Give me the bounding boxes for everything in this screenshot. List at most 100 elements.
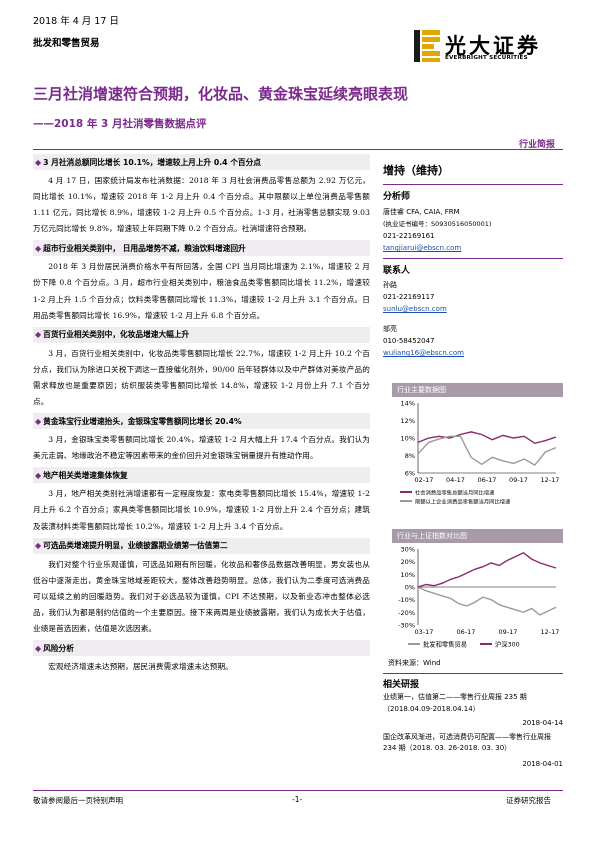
- section-7: ◆ 风险分析 宏观经济增速未达预期，居民消费需求增速未达预期。: [33, 640, 370, 675]
- section-body: 4 月 17 日，国家统计局发布社消数据：2018 年 3 月社会消费品零售总额…: [33, 176, 370, 234]
- industry-data-chart: 行业主要数据图 14% 12% 10% 8% 6% 02-17 04-17 06-17 09-1…: [392, 383, 563, 517]
- series-line: [417, 586, 557, 616]
- chart-title: 行业主要数据图: [392, 383, 563, 397]
- report-date: 2018 年 4 月 17 日: [33, 16, 119, 27]
- section-heading: ◆ 风险分析: [33, 640, 370, 657]
- legend-label: 沪深300: [495, 639, 520, 648]
- section-body: 我们对整个行业乐观谨慎，可选品如期有所回暖，化妆品和奢侈品数据改善明显，男女装也…: [33, 559, 370, 633]
- section-body: 宏观经济增速未达预期，居民消费需求增速未达预期。: [48, 662, 233, 672]
- section-heading-text: 黄金珠宝行业增速抬头，金银珠宝零售额同比增长 20.4%: [43, 416, 242, 426]
- x-tick-label: 02-17: [415, 476, 434, 484]
- footer-divider: [33, 790, 563, 791]
- contact-email-link[interactable]: sunlu@ebscn.com: [383, 305, 447, 313]
- section-heading: ◆ 百货行业相关类别中，化妆品增速大幅上升: [33, 326, 370, 343]
- analyst-phone: 021-22169161: [383, 232, 435, 240]
- report-type: 行业简报: [519, 140, 556, 150]
- legend-label: 批发和零售贸易: [423, 639, 467, 648]
- contact-name: 邬亮: [383, 325, 397, 333]
- chart-title: 行业与上证指数对比图: [392, 529, 563, 543]
- y-tick-label: 20%: [401, 558, 415, 566]
- y-tick-label: -10%: [398, 596, 415, 604]
- footer-report-label: 证券研究报告: [506, 796, 551, 805]
- y-tick-label: 10%: [401, 571, 415, 579]
- logo-text-cn: 光大证券: [445, 33, 541, 58]
- main-content: ◆ 3 月社消总额同比增长 10.1%，增速较上月上升 0.4 个百分点 4 月 …: [33, 152, 370, 678]
- section-heading: ◆ 超市行业相关类别中， 日用品增势不减，粮油饮料增速回升: [33, 240, 370, 257]
- analysts-heading: 分析师: [383, 192, 411, 202]
- x-tick-label: 12-17: [541, 628, 560, 636]
- y-tick-label: 8%: [405, 452, 415, 460]
- x-tick-label: 06-17: [457, 628, 476, 636]
- y-tick-label: 14%: [401, 400, 415, 408]
- y-tick-label: 10%: [401, 435, 415, 443]
- analyst-cert: (执业证书编号：S0930516050001): [383, 220, 492, 228]
- section-6: ◆ 可选品类增速提升明显，业绩披露期业绩第一估值第二 我们对整个行业乐观谨慎，可选…: [33, 537, 370, 637]
- section-heading-text: 可选品类增速提升明显，业绩披露期业绩第一估值第二: [43, 541, 228, 551]
- diamond-icon: ◆: [35, 330, 42, 340]
- chart-1-svg: 14% 12% 10% 8% 6%02-17 04-17 06-17 09-17 12-17 社会…: [400, 400, 560, 505]
- related-report-link[interactable]: 国企改革风渐进，可选消费仍可配置——零售行业周报 234 期（2018. 03.…: [383, 732, 551, 753]
- section-heading: ◆ 3 月社消总额同比增长 10.1%，增速较上月上升 0.4 个百分点: [33, 154, 370, 170]
- index-comparison-chart: 行业与上证指数对比图 30% 20% 10% 0% -10% -20% -30% 03-17 0…: [388, 529, 563, 669]
- report-subtitle: ——2018 年 3 月社消零售数据点评: [33, 118, 207, 130]
- related-report-date: 2018-04-01: [522, 759, 563, 768]
- series-line: [417, 551, 557, 588]
- industry-name: 批发和零售贸易: [33, 38, 100, 49]
- sidebar-divider: [383, 258, 563, 259]
- diamond-icon: ◆: [35, 243, 42, 253]
- sidebar-divider: [383, 184, 563, 185]
- y-tick-label: -30%: [398, 622, 415, 630]
- section-4: ◆ 黄金珠宝行业增速抬头，金银珠宝零售额同比增长 20.4% 3 月，金银珠宝类零…: [33, 413, 370, 464]
- page-number: -1-: [292, 795, 303, 804]
- diamond-icon: ◆: [35, 643, 42, 653]
- contact-phone: 010-58452047: [383, 337, 435, 345]
- legend-label: 社会消费品零售总额当月同比增速: [415, 488, 495, 496]
- analyst-name: 唐佳睿 CFA, CAIA, FRM: [383, 208, 460, 216]
- x-tick-label: 12-17: [541, 476, 560, 484]
- y-tick-label: 30%: [401, 546, 415, 554]
- contact-name: 孙路: [383, 281, 397, 289]
- related-reports: 相关研报 业绩第一，估值第二——零售行业周报 235 期（2018.04.09-…: [383, 673, 563, 770]
- related-report-link[interactable]: 业绩第一，估值第二——零售行业周报 235 期（2018.04.09-2018.…: [383, 693, 527, 713]
- logo-mark-icon: [414, 30, 440, 62]
- y-tick-label: 0%: [405, 584, 415, 592]
- x-tick-label: 09-17: [509, 476, 528, 484]
- chart-source: 资料来源：Wind: [388, 659, 441, 667]
- y-tick-label: 12%: [401, 417, 415, 425]
- section-body: 3 月，金银珠宝类零售额同比增长 20.4%，增速较 1-2 月大幅上升 17.…: [33, 435, 370, 461]
- contacts-heading: 联系人: [383, 266, 411, 276]
- diamond-icon: ◆: [35, 541, 42, 551]
- footer-disclaimer: 敬请参阅最后一页特别声明: [33, 796, 123, 805]
- related-heading: 相关研报: [383, 680, 420, 690]
- section-heading-text: 地产相关类增速集体恢复: [43, 470, 128, 480]
- legend-label: 限额以上企业消费品零售额当月同比增速: [415, 497, 511, 505]
- company-logo: 光大证券 EVERBRIGHT SECURITIES: [414, 30, 564, 64]
- y-tick-label: -20%: [398, 609, 415, 617]
- diamond-icon: ◆: [35, 157, 42, 167]
- contact-phone: 021-22169117: [383, 293, 435, 301]
- diamond-icon: ◆: [35, 470, 42, 480]
- x-tick-label: 06-17: [478, 476, 497, 484]
- section-body: 3 月，地产相关类别社消增速都有一定程度恢复：家电类零售额同比增长 15.4%，…: [33, 489, 370, 531]
- x-tick-label: 03-17: [415, 628, 434, 636]
- header-divider: [33, 149, 563, 150]
- section-heading-text: 超市行业相关类别中， 日用品增势不减，粮油饮料增速回升: [43, 243, 246, 253]
- logo-text-en: EVERBRIGHT SECURITIES: [445, 55, 528, 61]
- series-line: [417, 435, 557, 467]
- contact-email-link[interactable]: wuliang16@ebscn.com: [383, 349, 464, 357]
- analyst-email-link[interactable]: tangjiarui@ebscn.com: [383, 244, 462, 252]
- section-heading: ◆ 可选品类增速提升明显，业绩披露期业绩第一估值第二: [33, 537, 370, 554]
- section-heading-text: 百货行业相关类别中，化妆品增速大幅上升: [43, 330, 190, 340]
- section-3: ◆ 百货行业相关类别中，化妆品增速大幅上升 3 月，百货行业相关类别中，化妆品类零…: [33, 326, 370, 410]
- report-title: 三月社消增速符合预期，化妆品、黄金珠宝延续亮眼表现: [33, 85, 409, 103]
- y-tick-label: 6%: [405, 470, 415, 478]
- chart-2-svg: 30% 20% 10% 0% -10% -20% -30%03-17 06-17 09-17 12…: [398, 546, 560, 649]
- related-report-date: 2018-04-14: [522, 719, 563, 727]
- x-tick-label: 04-17: [446, 476, 465, 484]
- sidebar: 增持（维持） 分析师 唐佳睿 CFA, CAIA, FRM (执业证书编号：S0…: [383, 152, 563, 359]
- section-5: ◆ 地产相关类增速集体恢复 3 月，地产相关类别社消增速都有一定程度恢复：家电类零…: [33, 467, 370, 534]
- sidebar-divider: [383, 673, 563, 674]
- diamond-icon: ◆: [35, 416, 42, 426]
- rating: 增持（维持）: [383, 164, 449, 177]
- series-line: [417, 431, 557, 445]
